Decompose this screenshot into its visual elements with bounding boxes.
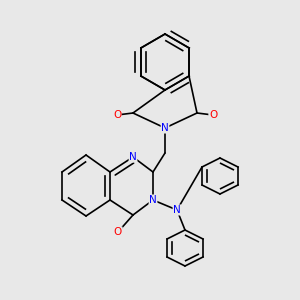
Text: N: N (149, 195, 157, 205)
Text: N: N (161, 123, 169, 133)
Text: O: O (114, 227, 122, 237)
Text: O: O (113, 110, 121, 120)
Text: O: O (209, 110, 217, 120)
Text: N: N (173, 205, 181, 215)
Text: N: N (129, 152, 137, 162)
